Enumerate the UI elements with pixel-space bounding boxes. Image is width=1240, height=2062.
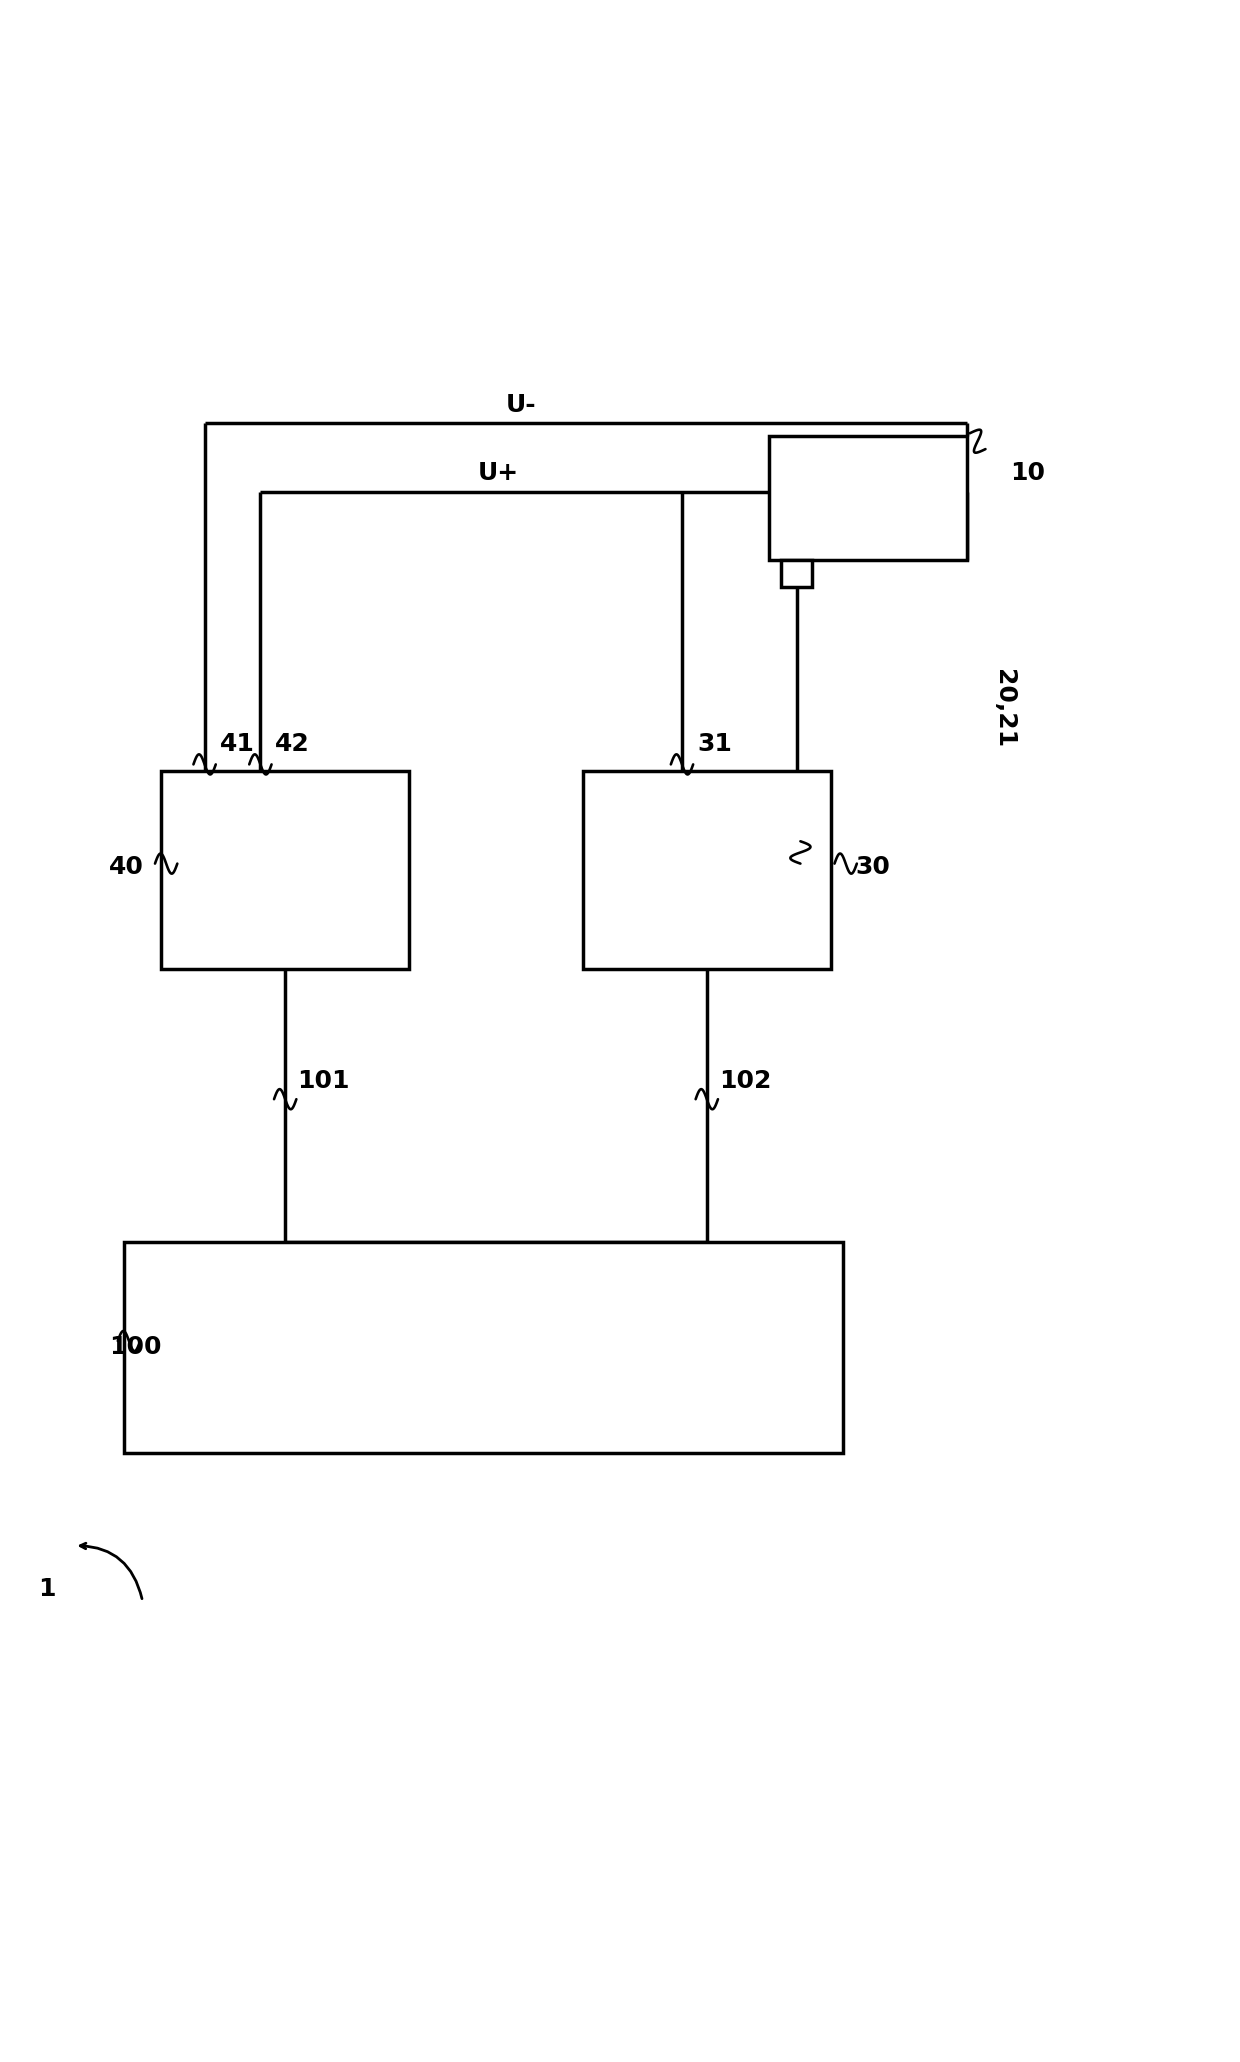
Text: 42: 42	[275, 732, 310, 755]
Bar	[161, 771, 409, 969]
Bar	[769, 435, 967, 559]
Bar	[124, 1241, 843, 1452]
Text: 102: 102	[719, 1068, 771, 1093]
Text: U+: U+	[477, 462, 518, 485]
Text: 20,21: 20,21	[992, 668, 1016, 749]
Text: 41: 41	[219, 732, 254, 755]
Text: 10: 10	[1011, 460, 1045, 485]
Text: 30: 30	[856, 856, 890, 878]
Text: 1: 1	[38, 1577, 56, 1600]
Bar	[583, 771, 831, 969]
Text: 40: 40	[109, 856, 144, 878]
Text: U-: U-	[506, 394, 536, 417]
Text: 100: 100	[109, 1336, 161, 1359]
Bar	[781, 559, 812, 588]
Text: 31: 31	[697, 732, 732, 755]
Text: 101: 101	[298, 1068, 350, 1093]
